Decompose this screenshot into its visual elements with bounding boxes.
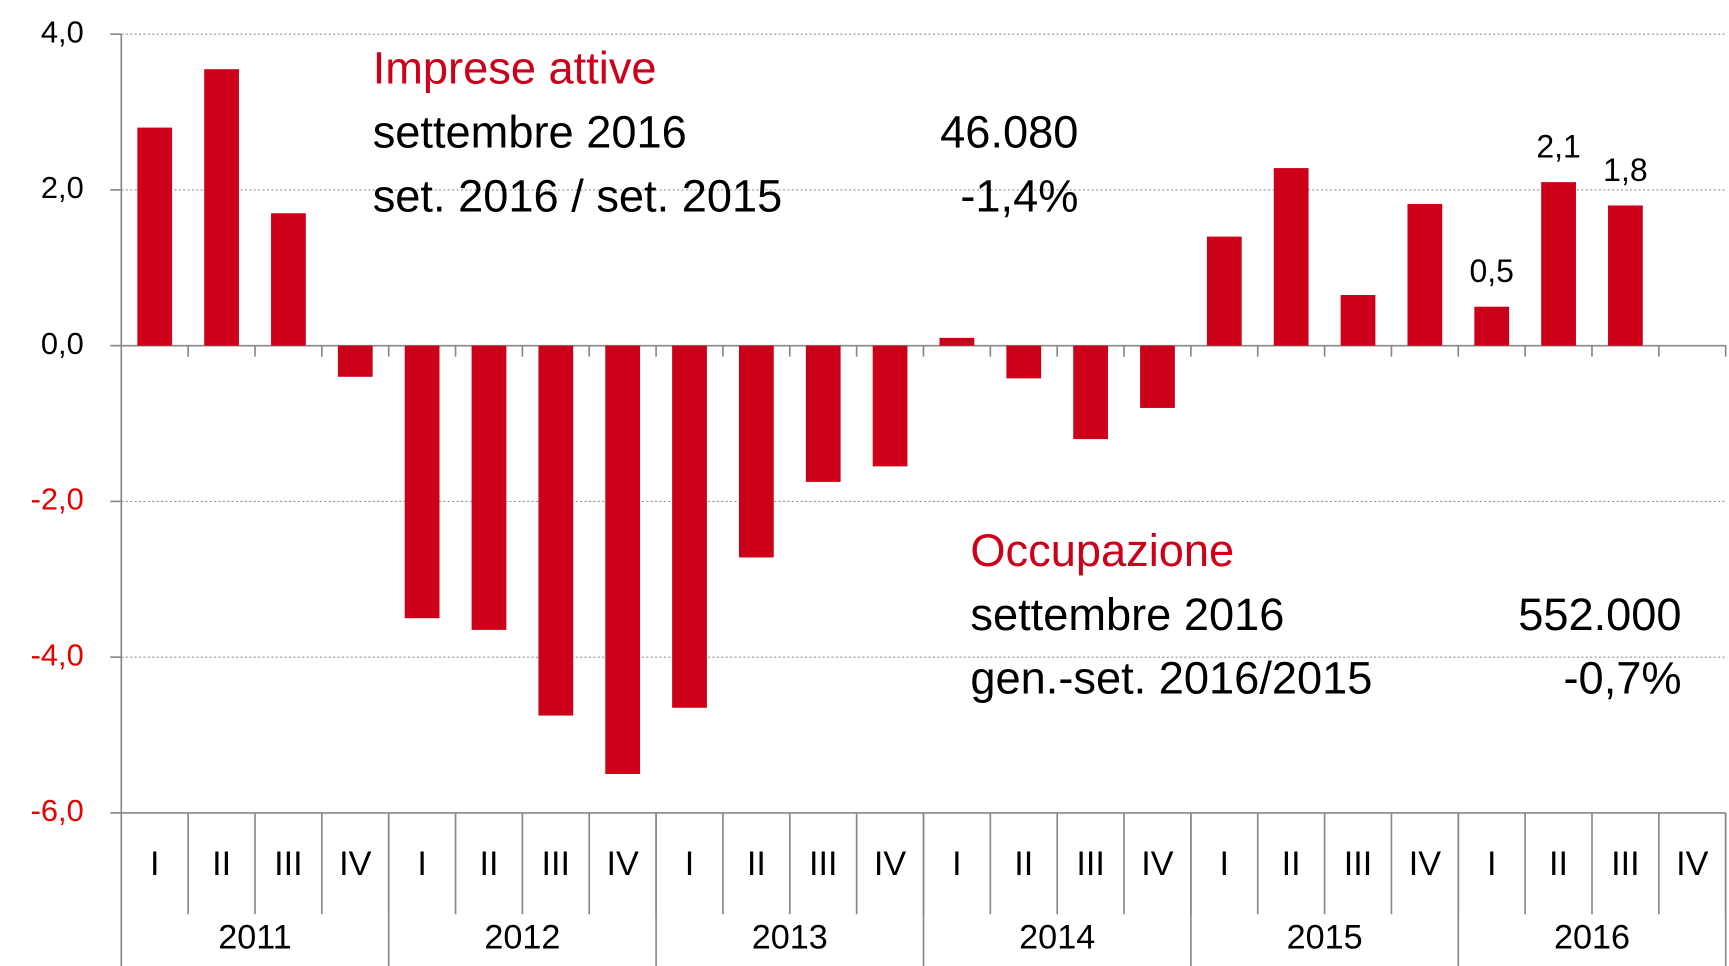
- annotation-title: Occupazione: [970, 525, 1234, 576]
- annotation-label: set. 2016 / set. 2015: [373, 170, 783, 221]
- bar: [1073, 345, 1108, 440]
- annotation-label: gen.-set. 2016/2015: [970, 653, 1372, 704]
- annotation-title: Imprese attive: [373, 43, 657, 94]
- bar: [1608, 205, 1643, 346]
- x-tick-label: IV: [607, 845, 640, 883]
- y-tick-label: -4,0: [31, 637, 84, 672]
- annotation-label: settembre 2016: [970, 589, 1284, 640]
- x-tick-label: III: [274, 845, 302, 883]
- value-label: 0,5: [1469, 253, 1513, 289]
- group-label: 2013: [752, 919, 828, 957]
- group-label: 2012: [484, 919, 560, 957]
- value-label: 1,8: [1603, 152, 1647, 188]
- group-label: 2011: [218, 919, 291, 957]
- group-label: 2016: [1554, 919, 1630, 957]
- x-tick-label: III: [1076, 845, 1104, 883]
- group-label: 2014: [1019, 919, 1095, 957]
- y-tick-label: 4,0: [41, 14, 84, 49]
- bar: [271, 213, 306, 346]
- bar: [337, 345, 373, 377]
- bar: [404, 345, 440, 619]
- x-tick-label: I: [952, 845, 962, 883]
- bar: [137, 127, 173, 346]
- bar: [538, 345, 574, 716]
- x-tick-label: IV: [874, 845, 907, 883]
- bar: [1474, 306, 1510, 346]
- bar: [1206, 236, 1242, 346]
- x-tick-label: III: [542, 845, 570, 883]
- bar: [672, 345, 707, 708]
- x-tick-label: I: [1487, 845, 1497, 883]
- y-tick-label: 2,0: [41, 170, 84, 205]
- bar: [1340, 295, 1376, 346]
- group-label: 2015: [1287, 919, 1363, 957]
- x-tick-label: II: [1282, 845, 1301, 883]
- bar: [1407, 203, 1443, 346]
- y-tick-label: -2,0: [31, 482, 84, 517]
- x-tick-label: II: [1549, 845, 1568, 883]
- bar: [1006, 345, 1042, 379]
- x-tick-label: IV: [1141, 845, 1174, 883]
- annotation-value: -1,4%: [960, 170, 1078, 221]
- x-tick-label: III: [1344, 845, 1372, 883]
- y-tick-label: 0,0: [41, 326, 84, 361]
- x-tick-label: I: [1220, 845, 1230, 883]
- x-tick-label: IV: [1409, 845, 1442, 883]
- x-tick-label: II: [1014, 845, 1033, 883]
- value-label: 2,1: [1536, 129, 1580, 165]
- x-tick-label: I: [685, 845, 695, 883]
- bar: [939, 337, 975, 346]
- x-tick-label: I: [417, 845, 427, 883]
- bar: [805, 345, 841, 482]
- x-tick-label: I: [150, 845, 160, 883]
- x-tick-label: II: [212, 845, 231, 883]
- x-tick-label: III: [1611, 845, 1639, 883]
- annotation-value: 552.000: [1518, 589, 1681, 640]
- bar: [471, 345, 507, 630]
- annotation-value: -0,7%: [1564, 653, 1682, 704]
- bar: [872, 345, 908, 467]
- x-tick-label: IV: [339, 845, 372, 883]
- y-tick-label: -6,0: [31, 793, 84, 828]
- bar: [605, 345, 641, 774]
- bar: [1541, 182, 1576, 346]
- bar: [1273, 168, 1309, 346]
- x-tick-label: IV: [1676, 845, 1709, 883]
- annotation-value: 46.080: [940, 106, 1078, 157]
- x-tick-label: III: [809, 845, 837, 883]
- bar: [204, 69, 239, 346]
- bar: [1140, 345, 1175, 408]
- x-tick-label: II: [479, 845, 498, 883]
- x-tick-label: II: [747, 845, 766, 883]
- bar: [738, 345, 774, 558]
- annotation-label: settembre 2016: [373, 106, 687, 157]
